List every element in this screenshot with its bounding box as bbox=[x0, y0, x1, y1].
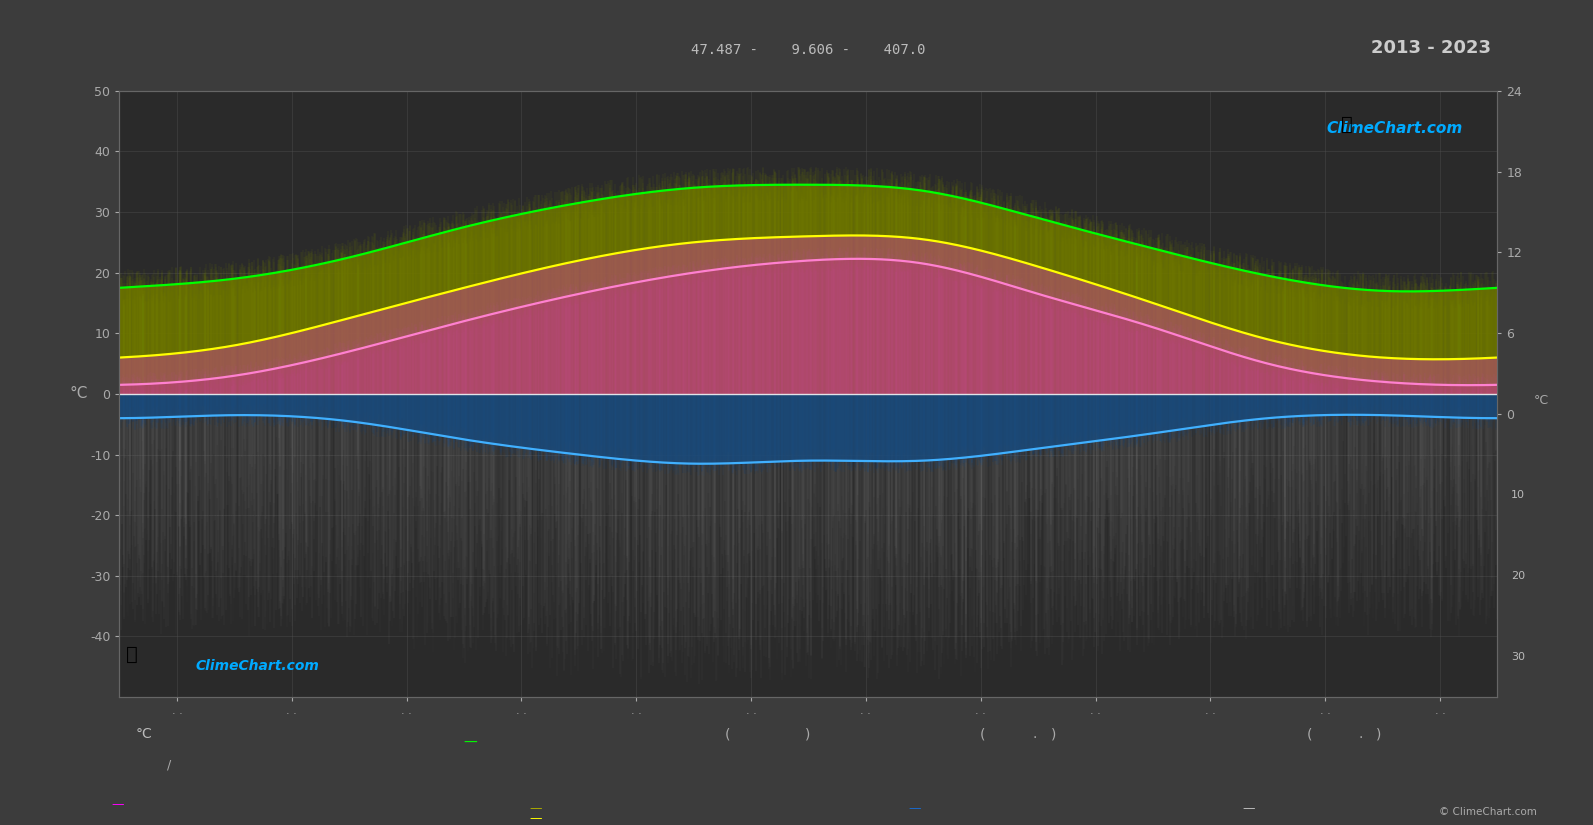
Text: °C: °C bbox=[135, 728, 153, 742]
Text: ClimeChart.com: ClimeChart.com bbox=[1327, 121, 1462, 136]
Text: 47.487 -    9.606 -    407.0: 47.487 - 9.606 - 407.0 bbox=[691, 44, 926, 58]
Text: ): ) bbox=[804, 728, 809, 742]
Text: —: — bbox=[464, 736, 476, 750]
Text: —: — bbox=[529, 812, 542, 825]
Y-axis label: °C: °C bbox=[1534, 394, 1550, 407]
Text: —: — bbox=[908, 802, 921, 815]
Text: 10: 10 bbox=[1512, 490, 1525, 500]
Text: (: ( bbox=[725, 728, 730, 742]
Text: 🌍: 🌍 bbox=[1341, 115, 1352, 134]
Text: —: — bbox=[112, 799, 124, 812]
Text: 30: 30 bbox=[1512, 652, 1525, 662]
Text: —: — bbox=[1243, 802, 1255, 815]
Text: ClimeChart.com: ClimeChart.com bbox=[196, 659, 319, 673]
Text: 20: 20 bbox=[1512, 571, 1526, 581]
Text: ): ) bbox=[1051, 728, 1056, 742]
Text: —: — bbox=[529, 802, 542, 815]
Text: /: / bbox=[167, 759, 172, 772]
Text: 2013 - 2023: 2013 - 2023 bbox=[1370, 40, 1491, 58]
Text: ): ) bbox=[1376, 728, 1381, 742]
Text: .: . bbox=[1359, 728, 1364, 742]
Text: (: ( bbox=[980, 728, 984, 742]
Text: .: . bbox=[1032, 728, 1037, 742]
Y-axis label: °C: °C bbox=[70, 386, 88, 402]
Text: 🌍: 🌍 bbox=[126, 645, 139, 664]
Text: (: ( bbox=[1306, 728, 1311, 742]
Text: © ClimeChart.com: © ClimeChart.com bbox=[1440, 807, 1537, 817]
